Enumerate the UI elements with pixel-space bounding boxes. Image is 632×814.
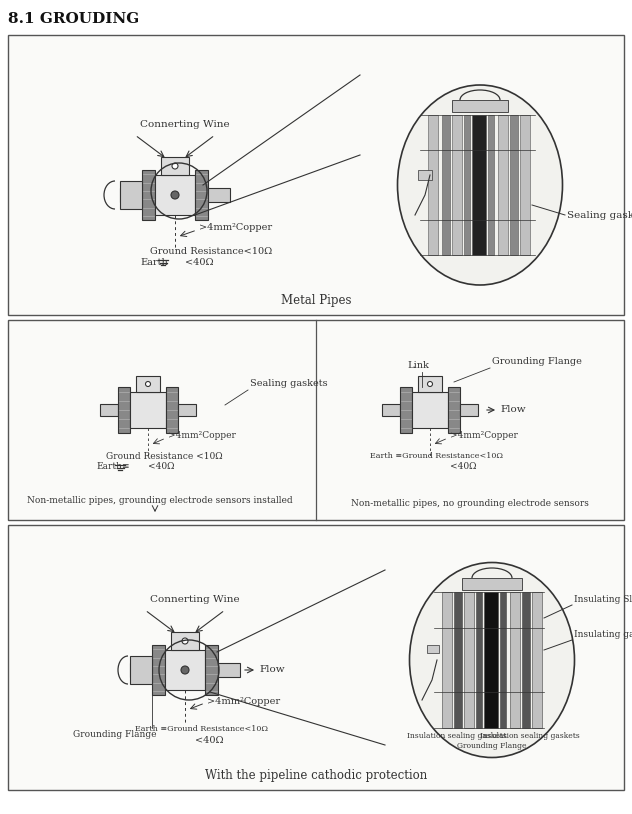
Text: Grounding Flange: Grounding Flange — [457, 742, 526, 750]
Text: >4mm²Copper: >4mm²Copper — [168, 431, 236, 440]
Text: Flow: Flow — [259, 666, 284, 675]
Bar — [208, 188, 230, 202]
Bar — [510, 115, 518, 255]
Bar — [472, 115, 486, 255]
Bar — [205, 645, 218, 695]
Bar — [498, 115, 508, 255]
Bar — [488, 115, 494, 255]
Text: Connerting Wine: Connerting Wine — [140, 120, 230, 129]
Text: Non-metallic pipes, grounding electrode sensors installed: Non-metallic pipes, grounding electrode … — [27, 496, 293, 505]
Text: >4mm²Copper: >4mm²Copper — [207, 697, 280, 706]
Text: <40Ω: <40Ω — [148, 462, 174, 471]
Bar — [120, 188, 142, 202]
Bar — [427, 645, 439, 653]
Text: <40Ω: <40Ω — [450, 462, 477, 471]
Bar — [8, 525, 624, 790]
Bar — [120, 181, 142, 209]
Circle shape — [172, 163, 178, 169]
Text: Insulating gaskets: Insulating gaskets — [574, 630, 632, 639]
Text: Connerting Wine: Connerting Wine — [150, 595, 240, 604]
Bar — [130, 656, 152, 684]
Text: Earth: Earth — [140, 258, 167, 267]
Bar — [452, 115, 462, 255]
Bar — [520, 115, 530, 255]
Text: Non-metallic pipes, no grounding electrode sensors: Non-metallic pipes, no grounding electro… — [351, 499, 589, 508]
Bar — [130, 392, 166, 428]
Text: >4mm²Copper: >4mm²Copper — [450, 431, 518, 440]
Text: Metal Pipes: Metal Pipes — [281, 294, 351, 307]
Circle shape — [181, 666, 189, 674]
Circle shape — [182, 638, 188, 644]
Bar — [161, 157, 189, 175]
Bar — [462, 578, 522, 590]
Bar — [155, 175, 195, 215]
Circle shape — [427, 382, 432, 387]
Bar — [171, 632, 199, 650]
Bar — [500, 592, 506, 728]
Bar — [400, 387, 412, 433]
Bar — [118, 387, 130, 433]
Bar — [8, 320, 624, 520]
Bar — [442, 115, 450, 255]
Text: Earth ≡Ground Resistance<10Ω: Earth ≡Ground Resistance<10Ω — [135, 725, 268, 733]
Bar — [442, 592, 452, 728]
Ellipse shape — [398, 85, 562, 285]
Ellipse shape — [410, 562, 574, 758]
Bar — [428, 115, 438, 255]
Bar — [412, 392, 448, 428]
Bar — [218, 663, 240, 677]
Bar — [510, 592, 520, 728]
Text: Grounding Flange: Grounding Flange — [492, 357, 582, 366]
Bar — [418, 170, 432, 180]
Bar — [464, 115, 470, 255]
Bar — [166, 387, 178, 433]
Text: <40Ω: <40Ω — [195, 736, 224, 745]
Text: Insulating Sleeve: Insulating Sleeve — [574, 595, 632, 604]
Bar — [152, 645, 165, 695]
Text: Earth ≡Ground Resistance<10Ω: Earth ≡Ground Resistance<10Ω — [370, 452, 503, 460]
Bar — [136, 376, 160, 392]
Bar — [452, 100, 508, 112]
Text: Grounding Flange: Grounding Flange — [73, 730, 157, 739]
Text: With the pipeline cathodic protection: With the pipeline cathodic protection — [205, 769, 427, 782]
Text: >4mm²Copper: >4mm²Copper — [199, 222, 272, 231]
Bar — [100, 404, 118, 416]
Text: Ground Resistance<10Ω: Ground Resistance<10Ω — [150, 247, 272, 256]
Bar — [142, 170, 155, 220]
Bar — [476, 592, 482, 728]
Circle shape — [145, 382, 150, 387]
Bar — [522, 592, 530, 728]
Text: Insulation sealing gaskets: Insulation sealing gaskets — [480, 732, 580, 740]
Bar — [464, 592, 474, 728]
Circle shape — [171, 191, 179, 199]
Bar — [418, 376, 442, 392]
Bar — [195, 170, 208, 220]
Bar — [484, 592, 498, 728]
Bar — [532, 592, 542, 728]
Text: 8.1 GROUDING: 8.1 GROUDING — [8, 12, 139, 26]
Bar — [165, 650, 205, 690]
Text: Sealing gaskets: Sealing gaskets — [250, 379, 327, 388]
Bar — [8, 35, 624, 315]
Bar — [448, 387, 460, 433]
Bar — [454, 592, 462, 728]
Text: Link: Link — [407, 361, 429, 370]
Bar — [382, 404, 400, 416]
Text: Ground Resistance <10Ω: Ground Resistance <10Ω — [106, 452, 222, 461]
Text: Flow: Flow — [500, 405, 526, 414]
Text: Sealing gaskets: Sealing gaskets — [567, 211, 632, 220]
Text: Earth≡: Earth≡ — [96, 462, 130, 471]
Bar — [130, 663, 152, 677]
Text: <40Ω: <40Ω — [185, 258, 214, 267]
Bar — [460, 404, 478, 416]
Text: Insulation sealing gaskets: Insulation sealing gaskets — [407, 732, 507, 740]
Bar — [178, 404, 196, 416]
